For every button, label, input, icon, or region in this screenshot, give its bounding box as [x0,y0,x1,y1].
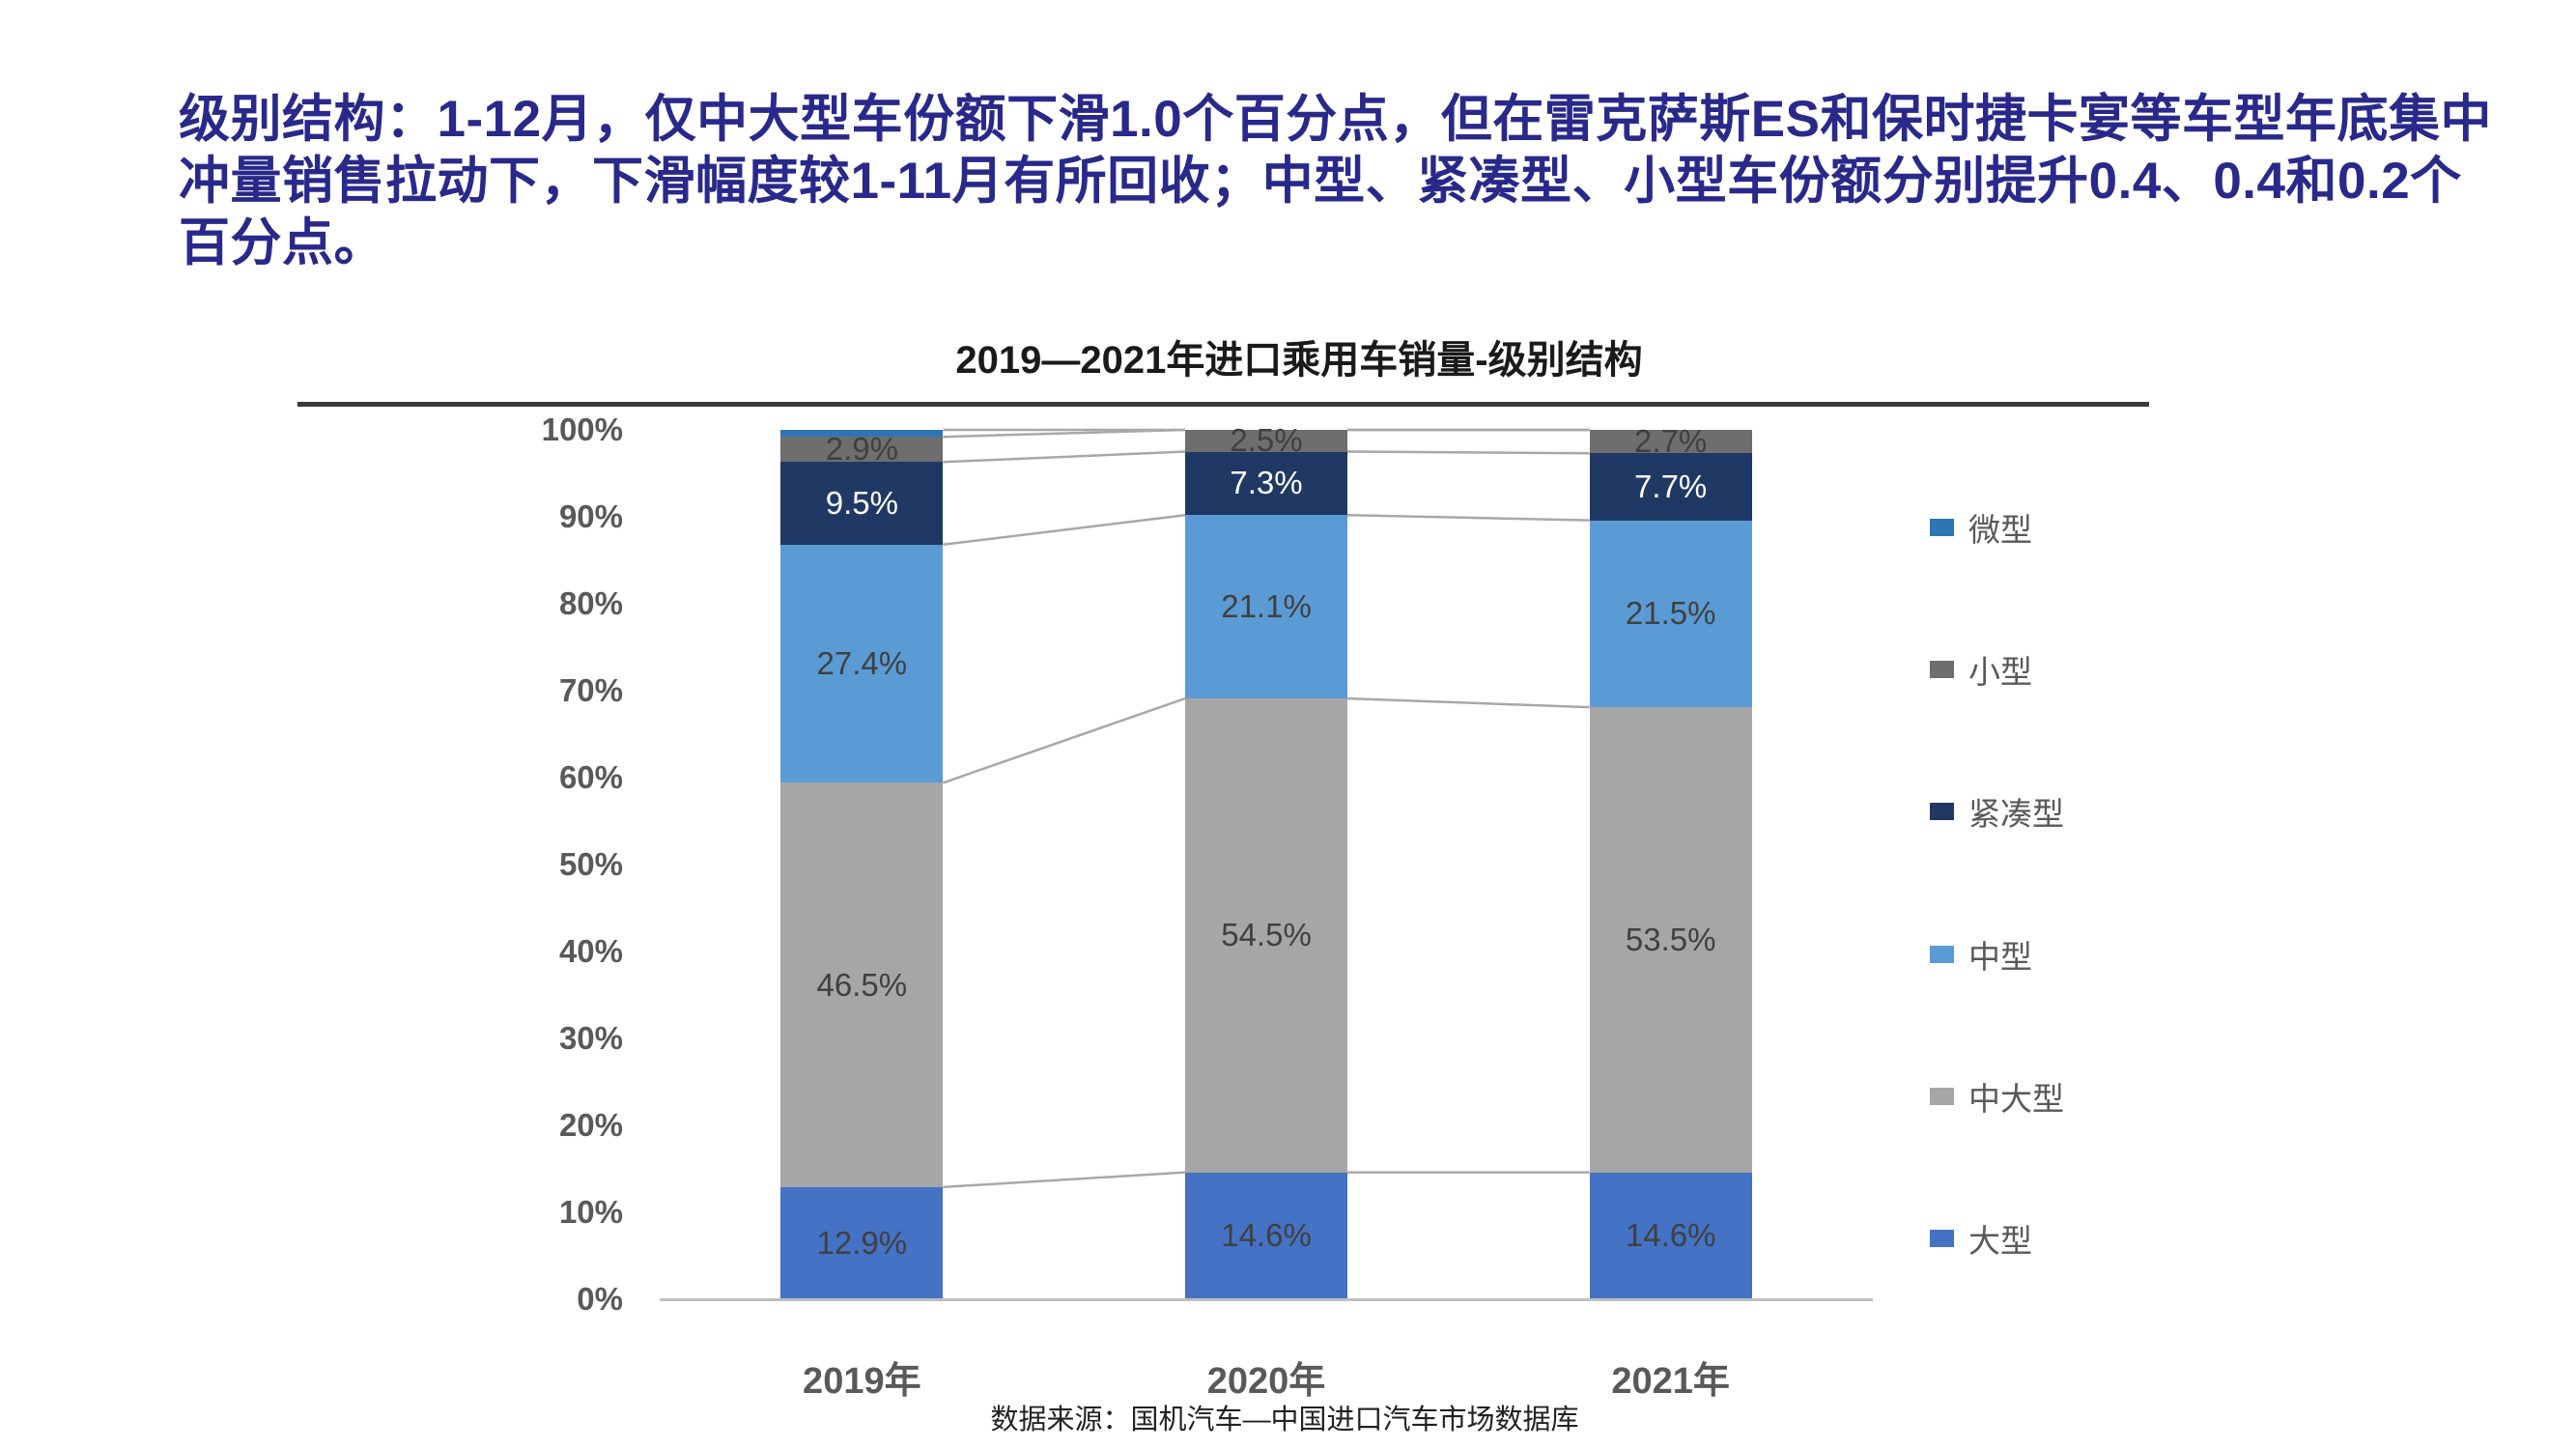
series-line-中型 [1346,513,1590,522]
bar-segment-大型 [780,1186,944,1299]
x-axis-label: 2019年 [803,1361,921,1402]
data-label-紧凑型: 7.3% [1230,465,1303,501]
bar-segment-中大型 [1589,707,1752,1173]
data-label-小型: 2.5% [1230,422,1303,459]
data-label-紧凑型: 7.7% [1634,468,1708,504]
bar-segment-微型 [780,430,944,438]
bar-segment-中大型 [780,782,944,1187]
source-note: 数据来源：国机汽车—中国进口汽车市场数据库 [990,1405,1579,1435]
legend-item-中型: 中型 [1930,935,2032,975]
x-axis-line [660,1298,1873,1301]
bar-segment-紧凑型 [1589,453,1752,521]
legend-label: 微型 [1968,512,2032,548]
bar-segment-大型 [1185,1172,1347,1299]
legend-label: 紧凑型 [1968,796,2064,833]
bar-segment-中型 [1185,515,1347,699]
data-label-中大型: 54.5% [1221,917,1312,953]
y-axis-tick: 90% [558,498,623,534]
y-axis-tick: 60% [558,759,623,795]
x-axis-label: 2021年 [1611,1361,1730,1402]
data-label-大型: 14.6% [1625,1217,1716,1254]
legend-swatch-中大型 [1930,1087,1954,1105]
legend-swatch-微型 [1930,519,1954,536]
bar-segment-中型 [780,544,944,783]
y-axis-tick: 20% [558,1107,623,1143]
data-label-中大型: 46.5% [816,966,908,1003]
legend-swatch-大型 [1930,1230,1954,1247]
data-label-大型: 12.9% [816,1224,908,1261]
legend-item-中大型: 中大型 [1930,1077,2064,1117]
y-axis-tick: 80% [558,585,623,621]
bar-segment-中大型 [1185,698,1347,1173]
data-label-小型: 2.7% [1634,423,1708,460]
chart-title: 2019—2021年进口乘用车销量-级别结构 [955,339,1643,382]
data-label-大型: 14.6% [1221,1217,1312,1254]
data-label-紧凑型: 9.5% [825,485,898,522]
y-axis-tick: 30% [558,1020,623,1056]
title-divider-line [297,402,2149,407]
legend-label: 中型 [1968,938,2032,975]
data-label-小型: 2.9% [825,431,898,468]
legend-item-小型: 小型 [1930,650,2032,690]
y-axis-tick: 40% [558,933,623,969]
data-label-中型: 27.4% [816,645,908,682]
bar-segment-小型 [1589,430,1752,454]
legend-item-紧凑型: 紧凑型 [1930,792,2064,832]
headline-text: 级别结构：1-12月，仅中大型车份额下滑1.0个百分点，但在雷克萨斯ES和保时捷… [179,91,2492,271]
series-line-紧凑型 [1346,450,1590,455]
data-label-中大型: 53.5% [1625,921,1716,957]
legend-swatch-紧凑型 [1930,803,1954,821]
series-line-中大型 [942,696,1186,784]
series-connector-lines [942,428,1590,1189]
bar-segment-小型 [1185,430,1347,452]
series-line-中大型 [1346,696,1590,709]
legend-label: 大型 [1968,1223,2032,1259]
y-axis-tick: 70% [558,672,623,708]
bar-segment-中型 [1589,520,1752,708]
y-axis-tick: 10% [558,1194,623,1230]
legend-label: 中大型 [1968,1080,2064,1117]
bar-segment-紧凑型 [780,462,944,545]
series-line-紧凑型 [943,450,1186,464]
legend-item-微型: 微型 [1930,508,2032,548]
bar-segment-紧凑型 [1185,451,1347,516]
y-axis-tick: 0% [577,1281,623,1317]
series-line-中型 [943,513,1186,547]
x-axis-label: 2020年 [1206,1361,1326,1402]
legend-swatch-中型 [1930,945,1954,963]
legend-swatch-小型 [1930,661,1954,679]
data-label-中型: 21.5% [1625,595,1716,632]
legend-item-大型: 大型 [1930,1219,2032,1259]
bar-segment-小型 [780,437,944,463]
series-line-大型 [943,1171,1186,1189]
data-label-中型: 21.1% [1221,588,1312,625]
legend-label: 小型 [1968,654,2032,691]
bar-segment-大型 [1589,1172,1752,1299]
y-axis-tick: 100% [541,412,623,447]
y-axis-tick: 50% [558,846,623,882]
